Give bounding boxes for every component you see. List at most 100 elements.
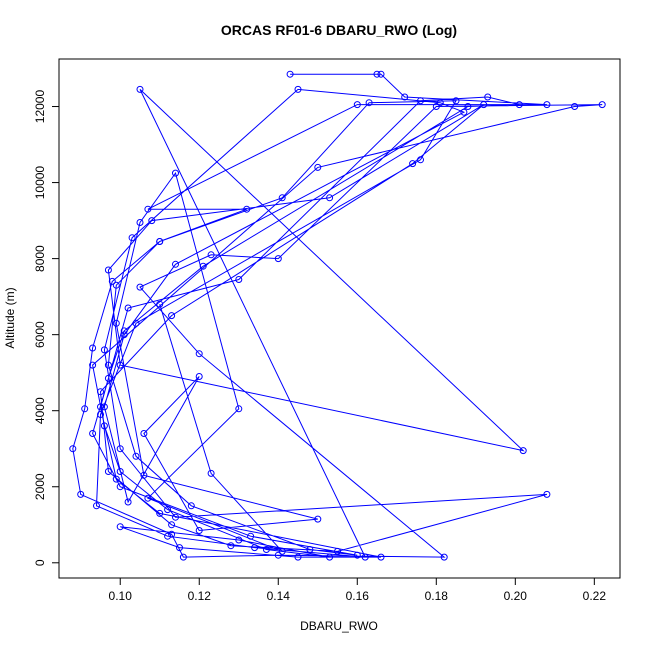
- data-point: [571, 103, 579, 110]
- x-tick-label: 0.14: [267, 589, 291, 603]
- data-point: [144, 205, 152, 213]
- data-point: [116, 361, 124, 369]
- data-point: [294, 553, 302, 561]
- data-point: [89, 344, 97, 352]
- data-point: [116, 468, 124, 475]
- data-point: [124, 304, 132, 312]
- data-point: [207, 251, 215, 259]
- data-point: [120, 331, 128, 339]
- data-point: [199, 262, 207, 270]
- data-point: [100, 346, 108, 354]
- data-point: [235, 536, 243, 544]
- data-point: [440, 553, 448, 561]
- series-lines: [72, 73, 603, 558]
- data-point: [112, 475, 120, 483]
- x-tick-label: 0.16: [346, 589, 370, 603]
- data-point: [97, 411, 104, 418]
- data-point: [460, 108, 468, 116]
- data-point: [377, 553, 385, 561]
- y-axis: 0 2000 4000 6000 8000 10000 12000: [33, 90, 60, 566]
- x-tick-label: 0.20: [504, 589, 528, 603]
- data-point: [116, 523, 124, 531]
- x-tick-label: 0.10: [109, 589, 133, 603]
- data-point: [140, 430, 148, 437]
- y-tick-label: 0: [33, 559, 47, 566]
- data-point: [314, 163, 322, 171]
- data-point: [274, 255, 282, 263]
- data-point: [598, 101, 606, 109]
- data-point: [172, 260, 179, 268]
- data-point: [104, 468, 112, 475]
- y-tick-label: 8000: [33, 245, 47, 272]
- y-axis-label: Altitude (m): [3, 287, 17, 348]
- data-point: [97, 403, 104, 411]
- data-point: [235, 276, 243, 283]
- data-point: [247, 532, 255, 540]
- data-point: [116, 483, 124, 491]
- data-point: [176, 544, 183, 552]
- data-point: [452, 97, 460, 105]
- data-point: [519, 447, 527, 455]
- data-point: [156, 238, 164, 245]
- data-point: [326, 553, 334, 561]
- x-tick-label: 0.12: [188, 589, 212, 603]
- data-point: [373, 70, 381, 78]
- data-point: [136, 85, 144, 93]
- data-point: [417, 156, 424, 164]
- chart-title: ORCAS RF01-6 DBARU_RWO (Log): [221, 22, 457, 38]
- y-tick-label: 4000: [33, 397, 47, 424]
- data-point: [172, 513, 179, 521]
- x-tick-label: 0.22: [583, 589, 607, 603]
- data-point: [401, 93, 409, 101]
- data-point: [104, 266, 112, 274]
- data-point: [274, 551, 282, 559]
- data-point: [227, 542, 235, 550]
- data-point: [124, 498, 132, 506]
- data-point: [179, 553, 187, 561]
- data-point: [484, 93, 492, 101]
- data-point: [112, 319, 120, 327]
- data-point: [409, 160, 417, 168]
- data-point: [89, 430, 97, 437]
- data-point: [172, 169, 179, 177]
- data-point: [235, 405, 243, 413]
- data-point: [195, 373, 203, 380]
- data-point: [77, 490, 85, 498]
- y-tick-label: 10000: [33, 166, 47, 200]
- data-point: [104, 374, 112, 382]
- data-point: [120, 327, 128, 335]
- y-tick-label: 6000: [33, 321, 47, 348]
- data-point: [543, 490, 551, 498]
- data-point: [286, 70, 294, 78]
- data-point: [243, 205, 251, 213]
- data-point: [306, 546, 314, 553]
- data-point: [515, 101, 523, 109]
- data-point: [156, 509, 164, 517]
- data-point: [164, 532, 172, 540]
- data-point: [432, 103, 440, 110]
- data-point: [361, 553, 369, 561]
- data-point: [164, 506, 172, 514]
- data-point: [464, 103, 472, 110]
- data-point: [136, 219, 144, 226]
- data-point: [417, 97, 424, 105]
- data-point: [148, 217, 156, 225]
- x-axis: 0.10 0.12 0.14 0.16 0.18 0.20 0.22: [109, 577, 607, 603]
- data-point: [251, 544, 259, 552]
- data-point: [81, 405, 89, 413]
- data-point: [314, 515, 322, 523]
- data-point: [116, 445, 124, 453]
- data-point: [207, 469, 215, 477]
- x-tick-label: 0.18: [425, 589, 449, 603]
- data-point: [377, 70, 385, 78]
- data-point: [195, 350, 203, 358]
- data-point: [93, 502, 100, 510]
- data-point: [168, 530, 176, 538]
- data-point: [262, 546, 270, 553]
- data-point: [136, 283, 144, 291]
- data-point: [353, 101, 361, 109]
- data-point: [112, 281, 120, 289]
- data-point: [132, 452, 140, 460]
- data-point: [144, 494, 152, 502]
- data-point: [156, 300, 164, 308]
